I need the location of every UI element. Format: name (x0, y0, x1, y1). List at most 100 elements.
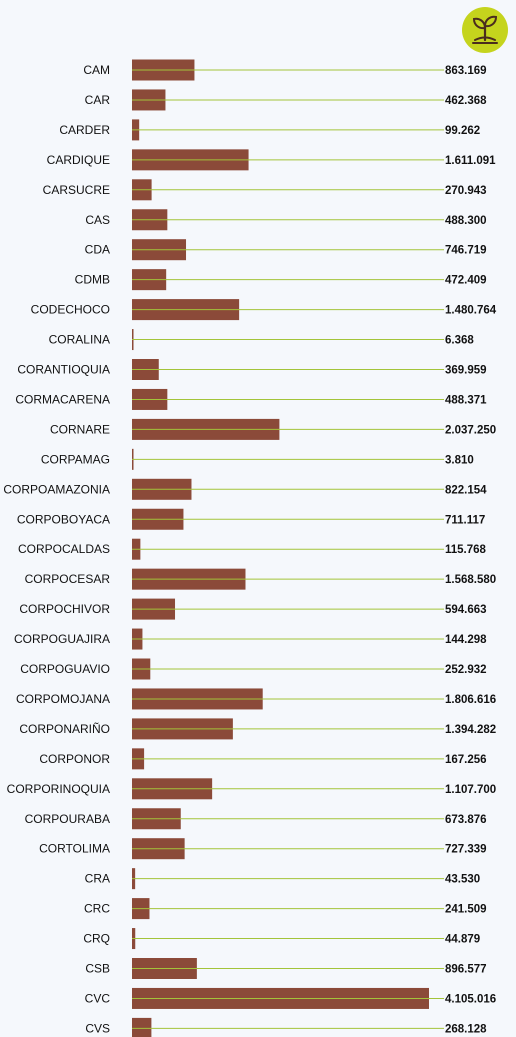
category-label: CORPOCHIVOR (19, 602, 110, 616)
bar-row: CARDER 99.262 (59, 119, 480, 141)
category-label: CARDIQUE (47, 153, 110, 167)
value-label: 44.879 (445, 934, 480, 946)
category-label: CARDER (59, 123, 110, 137)
bar-row: CORMACARENA 488.371 (15, 388, 487, 410)
category-label: CARSUCRE (43, 183, 110, 197)
bar-row: CODECHOCO 1.480.764 (31, 299, 497, 321)
category-label: CORPOMOJANA (16, 692, 110, 706)
bar-row: CORANTIOQUIA 369.959 (17, 359, 487, 380)
category-label: CORANTIOQUIA (17, 363, 110, 377)
bar-row: CORPOCHIVOR 594.663 (19, 598, 487, 620)
category-label: CORPONARIÑO (19, 722, 110, 736)
value-label: 268.128 (445, 1023, 487, 1035)
bar-row: CDMB 472.409 (75, 269, 487, 291)
bar-row: CSB 896.577 (85, 958, 487, 979)
category-label: CVS (85, 1021, 110, 1035)
value-label: 594.663 (445, 604, 487, 616)
bar-row: CORPOCALDAS 115.768 (18, 538, 487, 560)
category-label: CRQ (83, 932, 110, 946)
category-label: CORPOGUAVIO (20, 662, 110, 676)
category-label: CORPOCESAR (25, 572, 111, 586)
value-label: 43.530 (445, 874, 480, 886)
bar-row: CORPONARIÑO 1.394.282 (19, 718, 496, 740)
bar-row: CORPOGUAJIRA 144.298 (14, 628, 487, 650)
bar-row: CORPOURABA 673.876 (25, 808, 487, 830)
bar-row: CRQ 44.879 (83, 928, 480, 950)
bar (132, 1017, 152, 1037)
bar-row: CAS 488.300 (85, 209, 487, 231)
bar-row: CORPONOR 167.256 (39, 748, 487, 770)
category-label: CDMB (75, 273, 110, 287)
bar-row: CORTOLIMA 727.339 (39, 838, 487, 860)
category-label: CORTOLIMA (39, 842, 110, 856)
category-label: CODECHOCO (31, 303, 110, 317)
bar-row: CRA 43.530 (85, 868, 480, 890)
value-label: 252.932 (445, 664, 487, 676)
value-label: 115.768 (445, 544, 487, 556)
bar-row: CORPOCESAR 1.568.580 (25, 568, 496, 590)
value-label: 488.300 (445, 215, 487, 227)
value-label: 6.368 (445, 335, 474, 347)
value-label: 488.371 (445, 394, 487, 406)
category-label: CRC (84, 902, 110, 916)
value-label: 896.577 (445, 964, 487, 976)
bar-row: CORPOMOJANA 1.806.616 (16, 688, 496, 710)
value-label: 369.959 (445, 365, 487, 377)
bar-row: CAM 863.169 (83, 59, 487, 81)
value-label: 1.480.764 (445, 305, 497, 317)
category-label: CAS (85, 213, 110, 227)
value-label: 3.810 (445, 454, 474, 466)
category-label: CAM (83, 63, 110, 77)
value-label: 746.719 (445, 245, 487, 257)
value-label: 472.409 (445, 275, 487, 287)
value-label: 167.256 (445, 754, 487, 766)
value-label: 863.169 (445, 65, 487, 77)
bar-row: CORNARE 2.037.250 (50, 418, 496, 440)
value-label: 144.298 (445, 634, 487, 646)
value-label: 462.368 (445, 95, 487, 107)
bar-row: CVC 4.105.016 (85, 987, 496, 1009)
bar-row: CDA 746.719 (85, 239, 487, 261)
category-label: CSB (85, 962, 110, 976)
bar-row: CORALINA 6.368 (49, 329, 474, 351)
category-label: CORPOBOYACA (17, 512, 110, 526)
category-label: CORPOURABA (25, 812, 110, 826)
bar-row: CORPORINOQUIA 1.107.700 (7, 778, 496, 800)
category-label: CORPORINOQUIA (7, 782, 110, 796)
category-label: CORPOGUAJIRA (14, 632, 110, 646)
bar-row: CORPOGUAVIO 252.932 (20, 658, 487, 680)
category-label: CORPOAMAZONIA (3, 482, 110, 496)
sprout-logo (462, 7, 508, 53)
value-label: 822.154 (445, 484, 487, 496)
value-label: 4.105.016 (445, 993, 496, 1005)
value-label: 1.568.580 (445, 574, 496, 586)
value-label: 1.611.091 (445, 155, 496, 167)
value-label: 241.509 (445, 904, 487, 916)
value-label: 711.117 (445, 514, 485, 526)
value-label: 270.943 (445, 185, 487, 197)
category-label: CDA (85, 243, 110, 257)
value-label: 673.876 (445, 814, 487, 826)
category-label: CRA (85, 872, 110, 886)
bar-row: CORPOAMAZONIA 822.154 (3, 478, 487, 500)
value-label: 99.262 (445, 125, 480, 137)
category-label: CVC (85, 991, 111, 1005)
value-label: 2.037.250 (445, 424, 496, 436)
bar-row: CAR 462.368 (85, 89, 487, 111)
category-label: CORALINA (49, 333, 110, 347)
category-label: CORMACARENA (15, 392, 110, 406)
category-label: CORPAMAG (41, 452, 110, 466)
bar-row: CORPOBOYACA 711.117 (17, 508, 485, 530)
bar-row: CVS 268.128 (85, 1017, 487, 1037)
bar-row: CRC 241.509 (84, 898, 487, 920)
value-label: 727.339 (445, 844, 487, 856)
value-label: 1.806.616 (445, 694, 496, 706)
bar-row: CARSUCRE 270.943 (43, 179, 487, 201)
category-label: CAR (85, 93, 111, 107)
category-label: CORNARE (50, 422, 110, 436)
value-label: 1.394.282 (445, 724, 496, 736)
category-label: CORPOCALDAS (18, 542, 110, 556)
sprout-icon (472, 15, 498, 44)
category-label: CORPONOR (39, 752, 110, 766)
